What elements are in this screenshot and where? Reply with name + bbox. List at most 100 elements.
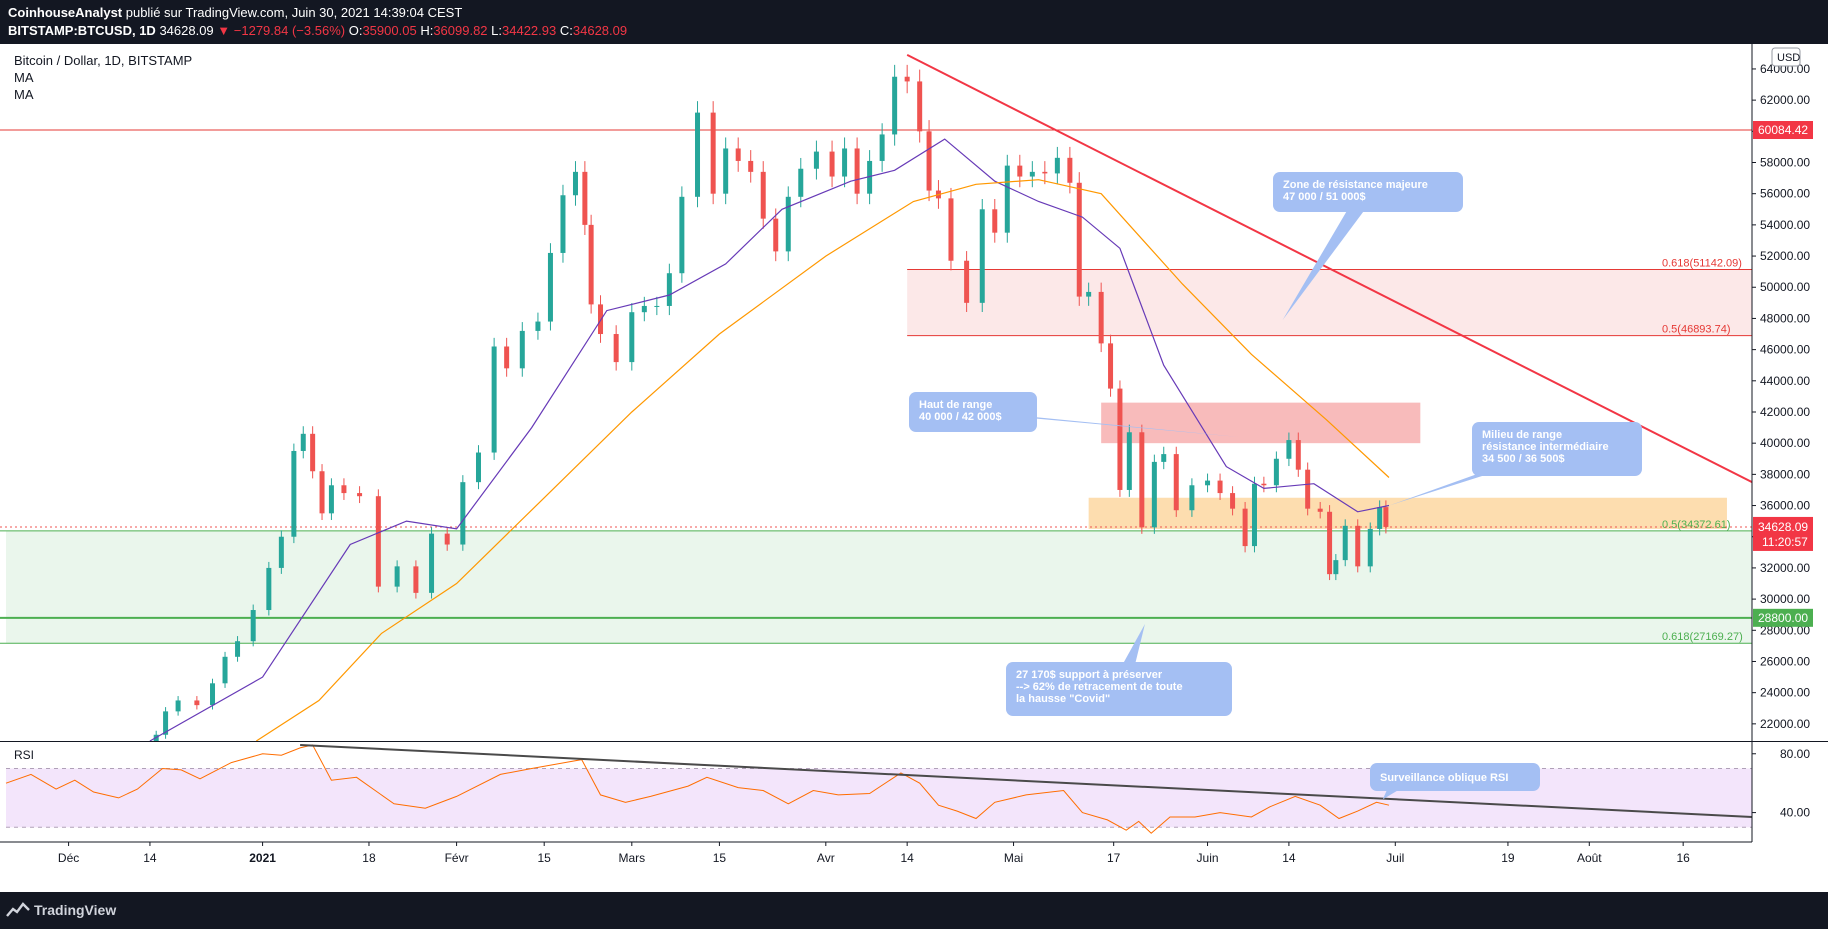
candle-body bbox=[760, 171, 766, 219]
close-label: C: bbox=[559, 23, 573, 38]
chart-canvas[interactable]: 0.618(51142.09) 0.5(46893.74) 0.5(34372.61… bbox=[0, 44, 1828, 892]
price-tick-label: 56000.00 bbox=[1760, 187, 1810, 201]
candle-body bbox=[547, 252, 553, 322]
price-tick-label: 44000.00 bbox=[1760, 374, 1810, 388]
main-pane: 0.618(51142.09) 0.5(46893.74) 0.5(34372.61… bbox=[0, 54, 1752, 768]
time-tick-label: Juil bbox=[1386, 851, 1404, 865]
price-tick-label: 38000.00 bbox=[1760, 467, 1810, 481]
candle-body bbox=[679, 196, 685, 274]
candle-body bbox=[1139, 432, 1145, 528]
price-tick-label: 22000.00 bbox=[1760, 717, 1810, 731]
candle-body bbox=[126, 766, 131, 768]
tradingview-brand[interactable]: TradingView bbox=[34, 902, 117, 918]
candle-body bbox=[785, 196, 791, 252]
candle-body bbox=[1305, 469, 1311, 509]
candle-body bbox=[1161, 454, 1167, 462]
price-tick-label: 24000.00 bbox=[1760, 686, 1810, 700]
candle-body bbox=[854, 148, 860, 194]
range-top-zone bbox=[1101, 402, 1421, 444]
close-value: 34628.09 bbox=[572, 23, 628, 38]
callout-range-top-box bbox=[909, 392, 1037, 432]
candle-body bbox=[222, 656, 228, 684]
time-tick-label: 2021 bbox=[249, 851, 276, 865]
candle-body bbox=[1261, 483, 1267, 486]
resistance-zone bbox=[907, 269, 1752, 336]
candle-body bbox=[519, 330, 525, 369]
candle-body bbox=[375, 496, 381, 587]
candle-body bbox=[1151, 461, 1157, 528]
symbol-label: BITSTAMP:BTCUSD, 1D bbox=[8, 23, 156, 38]
ma-slow-line bbox=[255, 179, 1390, 741]
candle-body bbox=[153, 734, 159, 741]
candle-body bbox=[1173, 454, 1179, 511]
callout-major-resistance-pointer bbox=[1282, 192, 1378, 320]
candle-body bbox=[598, 304, 604, 335]
time-tick-label: 17 bbox=[1107, 851, 1121, 865]
candle-body bbox=[666, 273, 672, 306]
chart-header: CoinhouseAnalyst publié sur TradingView.… bbox=[0, 0, 1828, 44]
rsi-line bbox=[5, 744, 1390, 834]
candle-body bbox=[1286, 440, 1292, 459]
label-fib-05-upper: 0.5(46893.74) bbox=[1662, 324, 1731, 336]
legend-ma-fast[interactable]: MA bbox=[14, 70, 34, 85]
author-name[interactable]: CoinhouseAnalyst bbox=[8, 5, 123, 20]
candle-body bbox=[1017, 165, 1023, 177]
candle-body bbox=[319, 471, 325, 514]
callout-range-top-line: Haut de range bbox=[919, 399, 992, 411]
price-tick-label: 30000.00 bbox=[1760, 592, 1810, 606]
legend-ma-slow[interactable]: MA bbox=[14, 87, 34, 102]
candle-body bbox=[1117, 388, 1123, 490]
candle-body bbox=[1383, 507, 1389, 527]
callout-support: 27 170$ support à préserver--> 62% de re… bbox=[1006, 624, 1232, 716]
chart-area[interactable]: 0.618(51142.09) 0.5(46893.74) 0.5(34372.61… bbox=[0, 44, 1828, 892]
callout-support-box bbox=[1006, 662, 1232, 716]
candle-body bbox=[1242, 508, 1248, 547]
candle-body bbox=[948, 198, 954, 261]
time-axis: Déc 14 2021 18 Févr 15 Mars 15 Avr 14 Mai 17 Juin 14 J… bbox=[0, 841, 1752, 865]
last-price-tag: 34628.09 bbox=[1758, 520, 1808, 534]
candle-body bbox=[210, 683, 216, 706]
support-price-tag-bg bbox=[1753, 608, 1813, 627]
candle-body bbox=[917, 81, 923, 132]
candle-body bbox=[829, 151, 835, 177]
low-value: 34422.93 bbox=[502, 23, 557, 38]
candle-body bbox=[1126, 432, 1132, 490]
currency-badge bbox=[1771, 47, 1801, 67]
price-tick-label: 58000.00 bbox=[1760, 156, 1810, 170]
candle-body bbox=[867, 160, 873, 194]
price-tick-label: 46000.00 bbox=[1760, 343, 1810, 357]
support-price-tag: 28800.00 bbox=[1758, 611, 1808, 625]
candle-body bbox=[1377, 507, 1383, 529]
callout-support-line: 27 170$ support à préserver bbox=[1016, 669, 1163, 681]
last-price-tag-bg bbox=[1753, 516, 1813, 551]
candle-body bbox=[1098, 291, 1104, 344]
candle-body bbox=[1342, 525, 1348, 561]
candle-body bbox=[629, 312, 635, 363]
callout-major-resistance-line: 47 000 / 51 000$ bbox=[1283, 191, 1366, 203]
resistance-price-tag-bg bbox=[1753, 121, 1813, 140]
price-change: ▼ −1279.84 (−3.56%) bbox=[217, 23, 346, 38]
callout-support-line: --> 62% de retracement de toute bbox=[1016, 681, 1183, 693]
price-tick-label: 32000.00 bbox=[1760, 561, 1810, 575]
callout-rsi: Surveillance oblique RSI bbox=[1370, 763, 1540, 800]
candle-body bbox=[300, 433, 306, 451]
publish-info: CoinhouseAnalyst publié sur TradingView.… bbox=[8, 5, 462, 20]
candle-body bbox=[1273, 458, 1279, 486]
candle-body bbox=[1067, 157, 1073, 183]
callout-mid-range-box bbox=[1472, 422, 1642, 476]
candle-body bbox=[654, 305, 660, 307]
candle-body bbox=[560, 195, 566, 253]
ma-fast-line bbox=[149, 138, 1390, 741]
ohlc-info: BITSTAMP:BTCUSD, 1D 34628.09 ▼ −1279.84 … bbox=[8, 23, 627, 38]
rsi-tick-label: 40.00 bbox=[1780, 806, 1810, 820]
descending-trendline bbox=[906, 54, 1752, 484]
last-price: 34628.09 bbox=[159, 23, 214, 38]
price-tick-label: 42000.00 bbox=[1760, 405, 1810, 419]
candle-body bbox=[926, 131, 932, 191]
candle-body bbox=[1086, 291, 1092, 297]
callout-mid-range-line: Milieu de range bbox=[1482, 429, 1562, 441]
price-tick-label: 52000.00 bbox=[1760, 249, 1810, 263]
candle-body bbox=[291, 450, 297, 537]
